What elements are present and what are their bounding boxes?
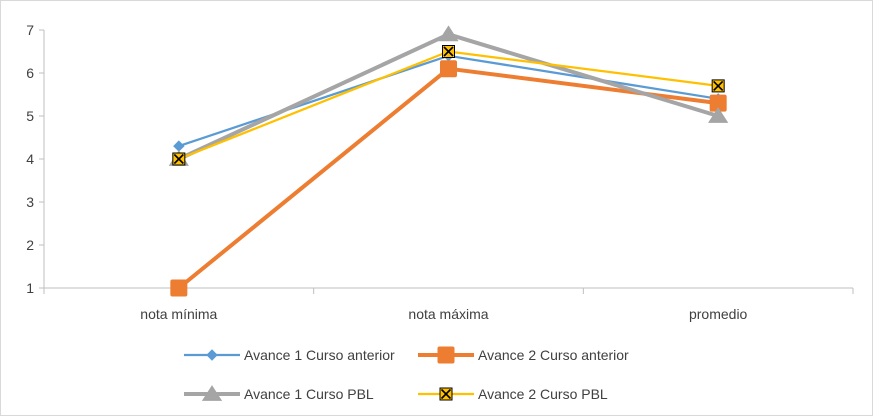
legend: Avance 1 Curso anterior Avance 2 Curso an… (184, 346, 629, 402)
series-line (176, 66, 721, 290)
legend-label: Avance 1 Curso PBL (244, 386, 374, 402)
legend-marker (206, 349, 218, 361)
legend-marker (439, 387, 453, 401)
legend-label: Avance 2 Curso PBL (478, 386, 608, 402)
legend-item: Avance 2 Curso PBL (418, 386, 608, 402)
y-tick-label: 3 (26, 194, 34, 210)
data-point (442, 45, 455, 58)
series-2 (170, 60, 727, 297)
data-point (440, 60, 457, 78)
y-tick-label: 2 (26, 237, 34, 253)
legend-marker (201, 385, 223, 401)
legend-item: Avance 2 Curso anterior (418, 346, 629, 364)
marker-cross (713, 80, 724, 91)
x-tick-label: nota mínima (140, 306, 217, 322)
legend-item: Avance 1 Curso anterior (184, 347, 395, 363)
y-tick-label: 7 (26, 22, 34, 38)
x-tick-label: promedio (689, 306, 748, 322)
legend-label: Avance 2 Curso anterior (478, 347, 629, 363)
marker-cross (440, 388, 452, 400)
legend-item: Avance 1 Curso PBL (184, 385, 374, 402)
legend-label: Avance 1 Curso anterior (244, 347, 395, 363)
y-tick-label: 1 (26, 280, 34, 296)
legend-marker (437, 346, 455, 364)
data-point (708, 107, 729, 123)
data-point (711, 79, 725, 93)
axes: 1 2 3 4 5 6 7 nota mínima nota máxima promedio (26, 22, 854, 322)
data-point (438, 25, 459, 42)
series-layer (168, 25, 729, 297)
y-tick-label: 4 (26, 151, 34, 167)
data-point (172, 152, 186, 166)
data-point (173, 140, 185, 152)
data-point (170, 279, 188, 297)
marker-cross (443, 46, 454, 57)
y-tick-label: 5 (26, 108, 34, 124)
y-tick-label: 6 (26, 65, 34, 81)
marker-cross (173, 153, 184, 165)
x-tick-label: nota máxima (408, 306, 488, 322)
series-4 (172, 45, 725, 166)
